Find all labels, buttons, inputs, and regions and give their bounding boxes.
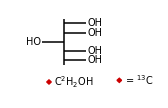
Text: OH: OH (87, 46, 102, 56)
Polygon shape (47, 80, 51, 84)
Text: = $^{13}$C: = $^{13}$C (124, 73, 153, 87)
Text: C$^{2}$H$_{2}$OH: C$^{2}$H$_{2}$OH (54, 74, 94, 90)
Text: OH: OH (87, 28, 102, 37)
Polygon shape (117, 78, 122, 82)
Text: OH: OH (87, 18, 102, 28)
Text: HO: HO (26, 37, 41, 47)
Text: OH: OH (87, 55, 102, 65)
